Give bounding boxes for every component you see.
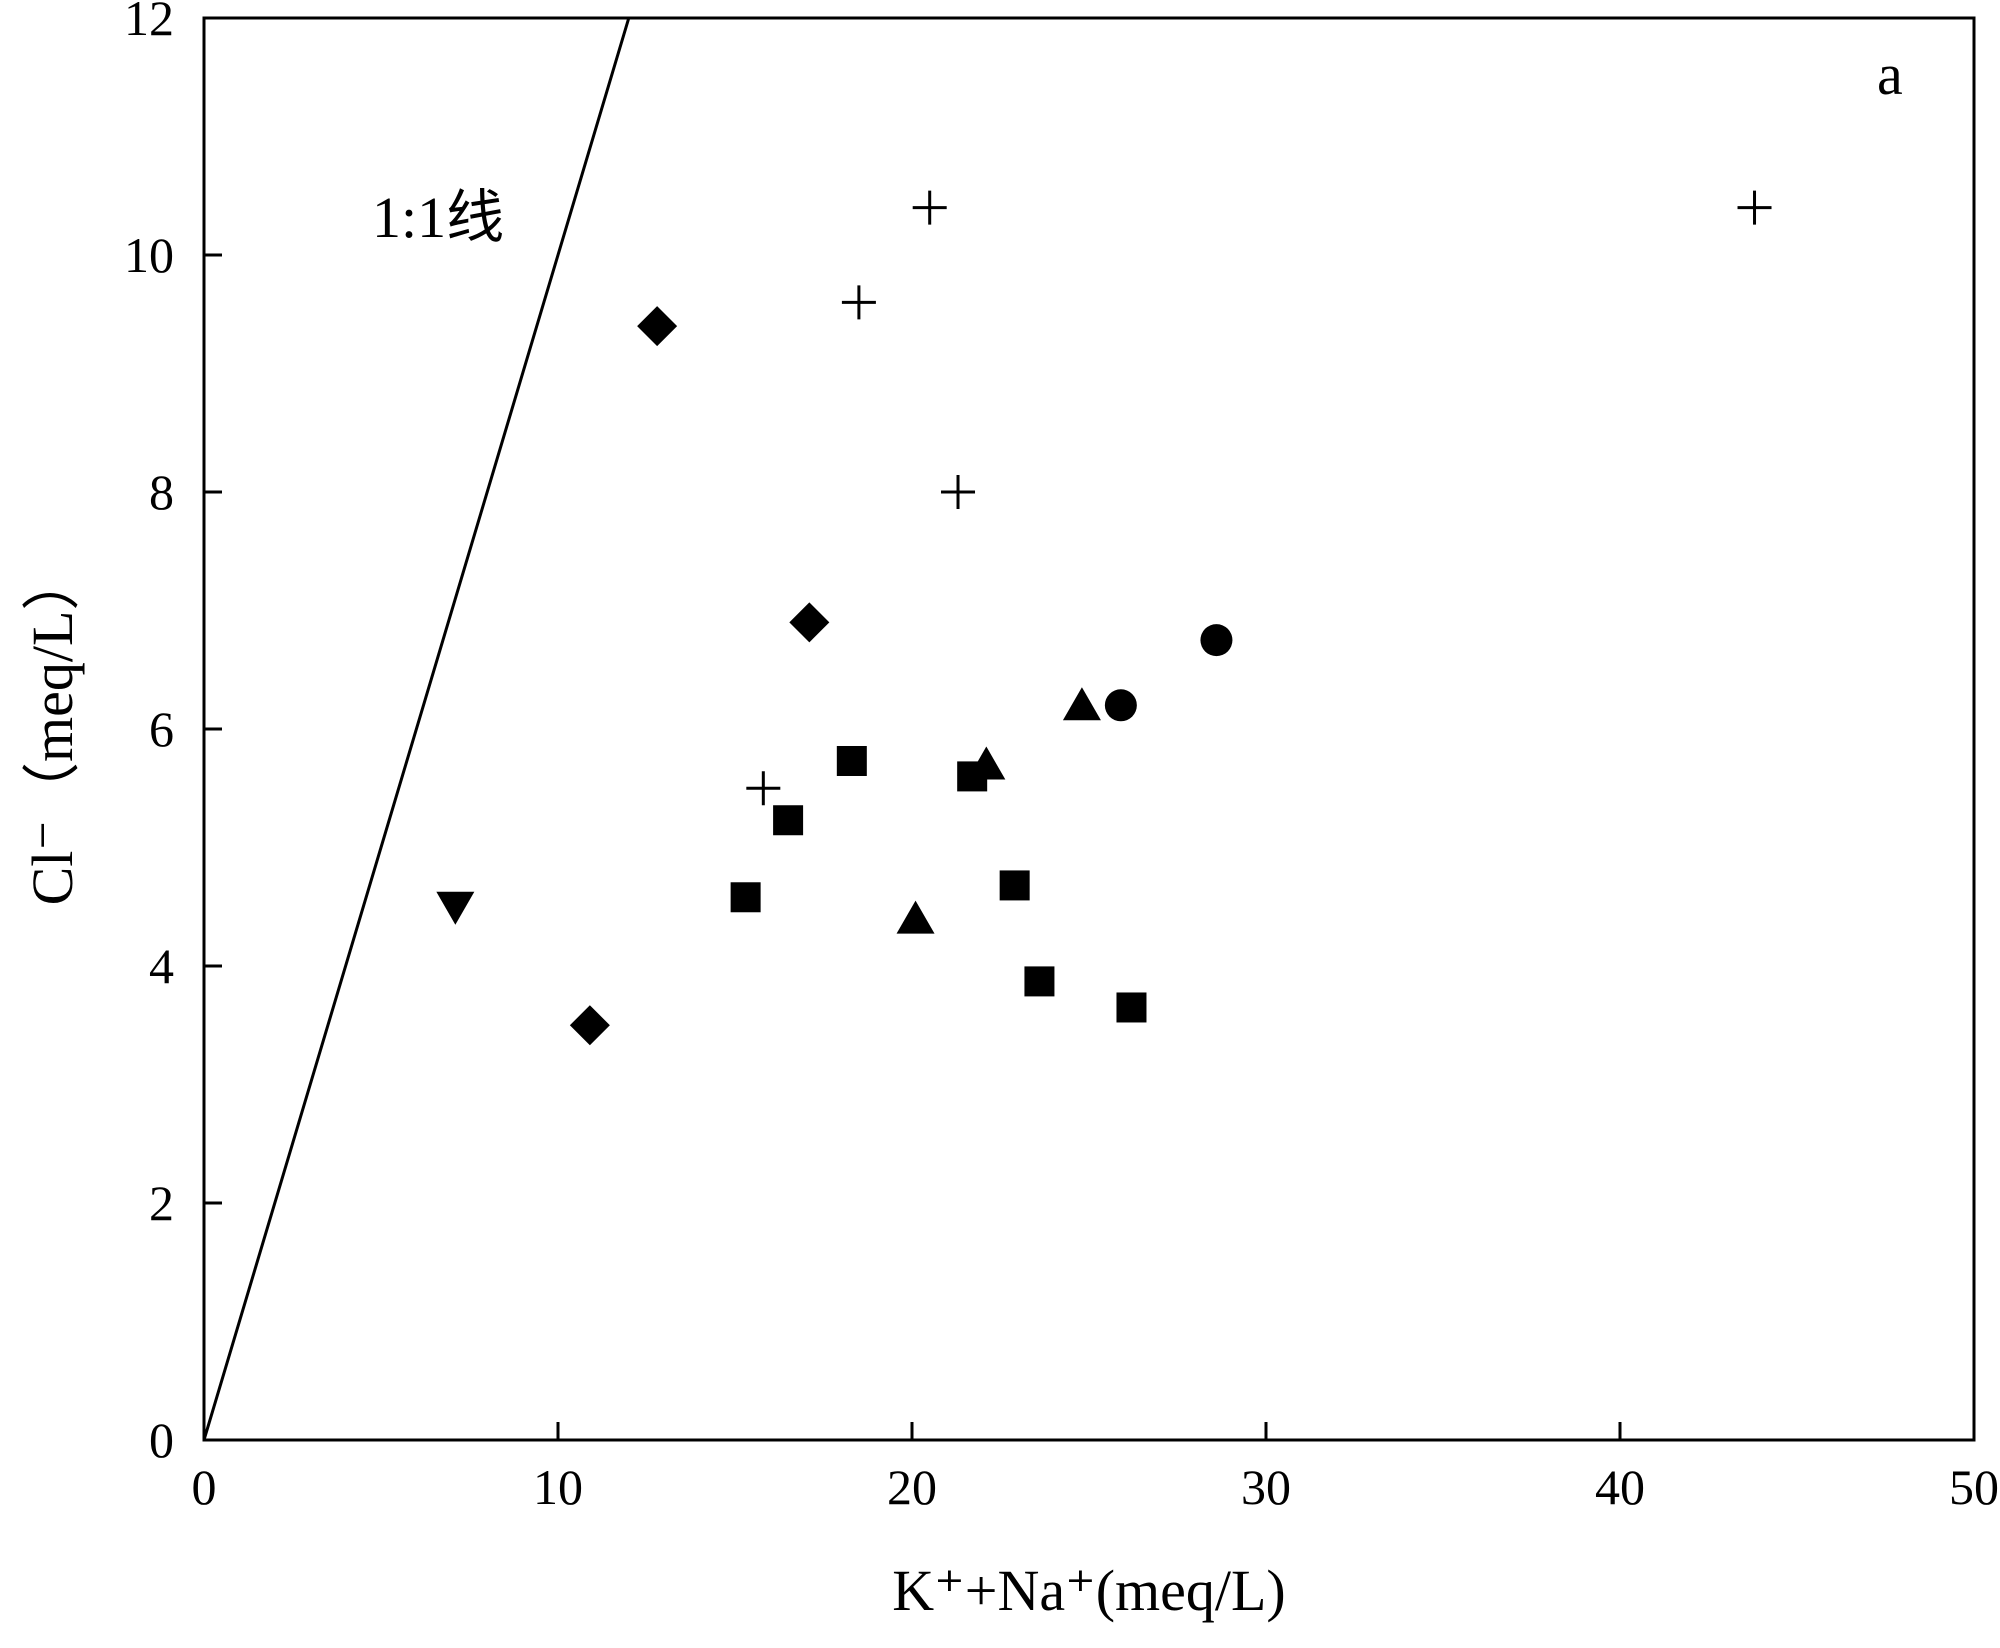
data-point-plus: [746, 771, 781, 806]
data-point-square: [836, 745, 867, 776]
tick-labels: 0 10 20 30 40 50 0 2 4 6 8 10 12: [124, 0, 1999, 1515]
data-point-circle: [1104, 689, 1137, 722]
data-point-square: [1024, 966, 1055, 997]
y-tick-label: 10: [124, 227, 174, 283]
one-to-one-line-label: 1:1线: [372, 185, 504, 250]
data-point-square: [773, 805, 804, 836]
data-point-circle: [1200, 624, 1233, 657]
y-tick-label: 2: [149, 1175, 174, 1231]
data-point-diamond: [637, 306, 678, 347]
data-markers: [436, 190, 1772, 1046]
y-tick-label: 6: [149, 701, 174, 757]
data-point-plus: [1737, 190, 1772, 225]
data-point-square: [1116, 992, 1147, 1023]
data-point-plus: [912, 190, 947, 225]
x-tick-label: 0: [192, 1459, 217, 1515]
x-axis-title: K⁺+Na⁺(meq/L): [892, 1558, 1285, 1623]
y-axis-title: Cl⁻（meq/L）: [20, 553, 85, 906]
panel-label: a: [1877, 42, 1903, 107]
data-point-square: [999, 870, 1030, 901]
y-tick-label: 0: [149, 1412, 174, 1468]
data-point-square: [730, 882, 761, 913]
data-point-plus: [941, 475, 976, 509]
data-point-square: [957, 761, 988, 792]
data-point-triangle-up: [896, 900, 935, 934]
one-to-one-line: [204, 18, 631, 1440]
data-point-triangle-down: [436, 891, 475, 925]
x-tick-label: 40: [1595, 1459, 1645, 1515]
data-point-diamond: [789, 602, 830, 643]
x-tick-label: 30: [1241, 1459, 1291, 1515]
axis-ticks: [202, 16, 1976, 1442]
x-tick-label: 20: [887, 1459, 937, 1515]
data-point-plus: [841, 285, 876, 320]
y-tick-label: 8: [149, 464, 174, 520]
data-point-diamond: [569, 1005, 610, 1046]
y-tick-label: 12: [124, 0, 174, 46]
x-tick-label: 10: [533, 1459, 583, 1515]
x-tick-label: 50: [1949, 1459, 1999, 1515]
data-point-triangle-up: [1062, 687, 1101, 721]
y-tick-label: 4: [149, 938, 174, 994]
